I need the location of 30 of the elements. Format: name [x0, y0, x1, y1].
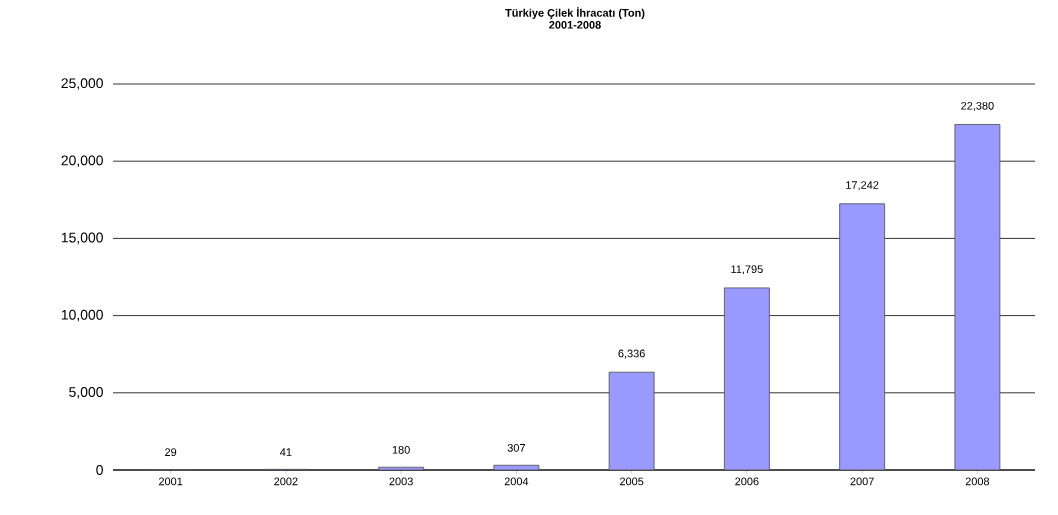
chart-title: Türkiye Çilek İhracatı (Ton)	[505, 7, 645, 19]
y-tick-label: 25,000	[61, 78, 103, 90]
data-label: 41	[280, 448, 292, 456]
data-label: 180	[392, 445, 410, 454]
y-tick-label: 20,000	[61, 155, 103, 167]
bar	[954, 124, 1001, 471]
bar	[723, 287, 770, 471]
x-tick-label: 2006	[735, 477, 759, 486]
data-label: 6,336	[618, 349, 645, 359]
bar	[378, 466, 425, 471]
bar	[493, 464, 540, 471]
x-tick-label: 2007	[850, 477, 874, 486]
y-tick-label: 10,000	[61, 309, 103, 322]
x-tick-label: 2002	[274, 477, 298, 486]
x-tick-label: 2008	[965, 477, 990, 486]
bar	[839, 203, 886, 471]
data-label: 22,380	[961, 101, 994, 111]
data-label: 17,242	[846, 181, 879, 191]
x-tick-label: 2005	[619, 477, 644, 486]
y-tick-label: 15,000	[61, 232, 103, 245]
bar	[608, 371, 655, 471]
x-tick-label: 2004	[504, 477, 529, 486]
data-label: 11,795	[731, 265, 763, 275]
chart-subtitle: 2001-2008	[549, 20, 601, 29]
y-tick-label: 5,000	[69, 387, 103, 399]
x-tick-label: 2001	[158, 477, 183, 486]
data-label: 307	[507, 443, 525, 452]
data-label: 29	[165, 448, 177, 457]
y-tick-label: 0	[96, 465, 103, 475]
x-tick-label: 2003	[389, 477, 413, 486]
